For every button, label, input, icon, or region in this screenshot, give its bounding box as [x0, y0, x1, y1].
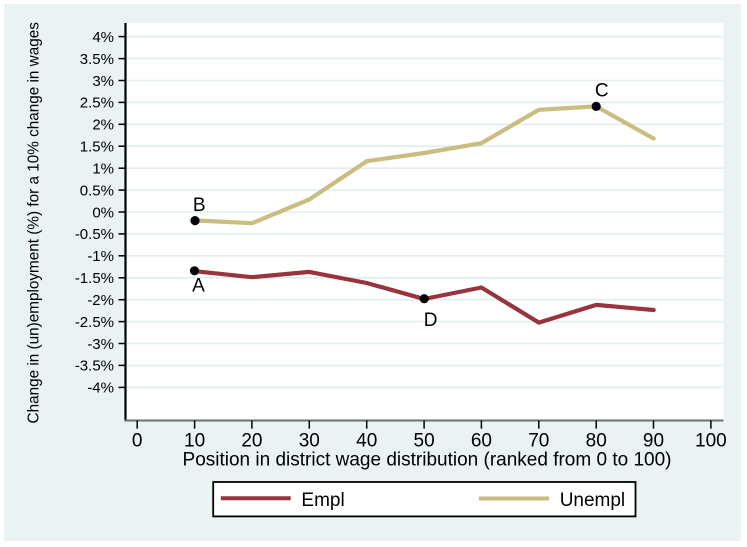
- svg-text:-3%: -3%: [87, 336, 114, 353]
- svg-text:1%: 1%: [92, 161, 114, 178]
- svg-text:-0.5%: -0.5%: [75, 226, 114, 243]
- svg-text:A: A: [192, 276, 205, 297]
- svg-text:Change in (un)employment (%) f: Change in (un)employment (%) for a 10% c…: [26, 22, 43, 424]
- svg-text:-1%: -1%: [87, 248, 114, 265]
- svg-text:3.5%: 3.5%: [80, 51, 114, 68]
- svg-text:-2.5%: -2.5%: [75, 314, 114, 331]
- svg-text:20: 20: [241, 431, 262, 452]
- svg-text:Empl: Empl: [301, 490, 344, 511]
- svg-text:B: B: [193, 195, 206, 216]
- svg-text:10: 10: [184, 431, 205, 452]
- svg-text:4%: 4%: [92, 29, 114, 46]
- svg-text:90: 90: [643, 431, 664, 452]
- svg-text:Position in district wage dist: Position in district wage distribution (…: [183, 449, 672, 470]
- svg-text:2%: 2%: [92, 117, 114, 134]
- svg-text:0: 0: [132, 431, 143, 452]
- svg-text:1.5%: 1.5%: [80, 139, 114, 156]
- svg-text:80: 80: [586, 431, 607, 452]
- svg-text:-1.5%: -1.5%: [75, 270, 114, 287]
- svg-text:70: 70: [528, 431, 549, 452]
- svg-text:D: D: [424, 310, 438, 331]
- svg-text:-2%: -2%: [87, 292, 114, 309]
- svg-text:50: 50: [414, 431, 435, 452]
- svg-text:0.5%: 0.5%: [80, 182, 114, 199]
- svg-text:30: 30: [299, 431, 320, 452]
- svg-text:-4%: -4%: [87, 380, 114, 397]
- svg-text:60: 60: [471, 431, 492, 452]
- svg-text:-3.5%: -3.5%: [75, 358, 114, 375]
- svg-text:C: C: [595, 80, 609, 101]
- svg-text:100: 100: [695, 431, 727, 452]
- svg-text:2.5%: 2.5%: [80, 95, 114, 112]
- svg-text:Unempl: Unempl: [560, 490, 625, 511]
- svg-text:0%: 0%: [92, 204, 114, 221]
- svg-text:3%: 3%: [92, 73, 114, 90]
- svg-text:40: 40: [356, 431, 377, 452]
